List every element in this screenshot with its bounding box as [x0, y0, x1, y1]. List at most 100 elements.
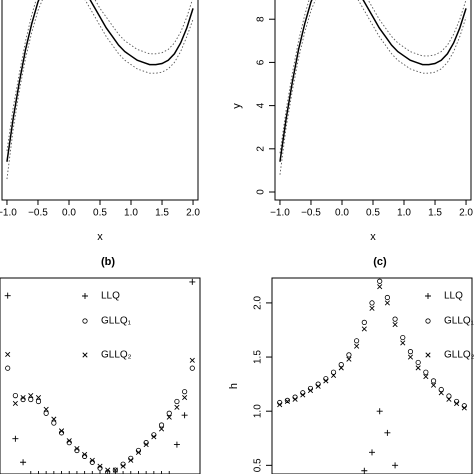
point — [97, 463, 103, 469]
point — [135, 449, 142, 456]
y-tick-label: 2.0 — [253, 296, 264, 310]
point — [182, 389, 188, 395]
point — [143, 471, 150, 474]
point — [97, 471, 103, 474]
y-axis-label: y — [231, 103, 243, 109]
point — [300, 392, 306, 398]
series-line — [279, 0, 467, 154]
point — [307, 388, 314, 394]
x-tick-label: 2.0 — [186, 208, 200, 219]
point — [361, 326, 367, 332]
point — [50, 471, 57, 474]
x-tick-label: 0.0 — [62, 208, 76, 219]
point — [82, 451, 88, 457]
point — [112, 467, 118, 473]
point — [377, 284, 383, 290]
x-tick-label: 2.0 — [459, 208, 473, 219]
point — [384, 429, 391, 436]
legend-label: GLLQ₂ — [444, 350, 474, 361]
point — [400, 340, 406, 346]
point — [377, 278, 383, 284]
point — [158, 422, 165, 428]
point — [158, 471, 165, 474]
point — [400, 334, 406, 341]
point — [27, 471, 34, 474]
point — [454, 401, 460, 407]
legend-label: GLLQ₁ — [101, 316, 132, 327]
point — [150, 471, 157, 474]
plot-frame — [0, 277, 201, 474]
series-line — [6, 0, 194, 162]
legend-label: GLLQ₁ — [444, 316, 474, 327]
point — [361, 467, 368, 474]
y-tick-label: 8 — [256, 16, 267, 22]
legend-label: LLQ — [101, 291, 120, 302]
point — [361, 319, 367, 325]
point — [58, 428, 65, 434]
point — [43, 406, 49, 412]
point — [35, 471, 42, 474]
point — [58, 471, 65, 474]
point — [166, 410, 172, 416]
point — [4, 292, 11, 299]
point — [89, 457, 95, 463]
y-tick-label: 2 — [256, 146, 267, 152]
point — [430, 382, 437, 388]
point — [430, 378, 437, 384]
x-tick-label: 0.0 — [335, 208, 349, 219]
point — [120, 471, 127, 474]
point — [392, 316, 398, 322]
legend-label: LLQ — [444, 291, 463, 302]
panel-title: (c) — [373, 256, 387, 268]
legend-label: GLLQ₂ — [101, 350, 132, 361]
point — [73, 471, 80, 474]
legend-marker — [82, 318, 88, 324]
point — [284, 397, 290, 403]
point — [51, 420, 57, 426]
point — [5, 351, 11, 358]
x-tick-label: 1.5 — [155, 208, 169, 219]
point — [35, 394, 42, 401]
point — [438, 390, 444, 396]
x-tick-label: 1.5 — [428, 208, 442, 219]
x-axis-label: x — [370, 231, 376, 243]
x-tick-label: 0.5 — [93, 208, 107, 219]
y-tick-label: 6 — [256, 59, 267, 65]
point — [323, 378, 329, 384]
x-tick-label: −0.5 — [28, 208, 48, 219]
point — [43, 410, 49, 416]
point — [338, 365, 344, 371]
y-tick-label: 0 — [256, 189, 267, 195]
point — [354, 343, 360, 349]
legend-marker — [82, 293, 88, 299]
point — [151, 434, 157, 440]
point — [143, 442, 149, 448]
point — [354, 338, 360, 344]
point — [292, 396, 298, 402]
plot-area — [4, 278, 196, 474]
point — [128, 457, 134, 463]
series-line — [279, 0, 467, 162]
panel-title: (b) — [101, 256, 115, 268]
y-tick-label: 1.0 — [253, 404, 264, 418]
legend-marker — [425, 293, 431, 299]
point — [112, 467, 118, 473]
point — [415, 365, 421, 371]
point — [376, 408, 383, 415]
y-tick-label: 1.5 — [253, 350, 264, 364]
point — [28, 396, 34, 403]
point — [158, 426, 165, 432]
point — [12, 400, 18, 407]
x-tick-label: −1.0 — [270, 208, 290, 219]
point — [127, 471, 134, 474]
point — [120, 463, 126, 469]
point — [423, 373, 429, 380]
point — [407, 349, 414, 355]
point — [446, 393, 452, 399]
point — [338, 362, 344, 368]
point — [392, 321, 398, 328]
plot-frame — [1, 0, 199, 201]
plot-area — [6, 0, 194, 180]
